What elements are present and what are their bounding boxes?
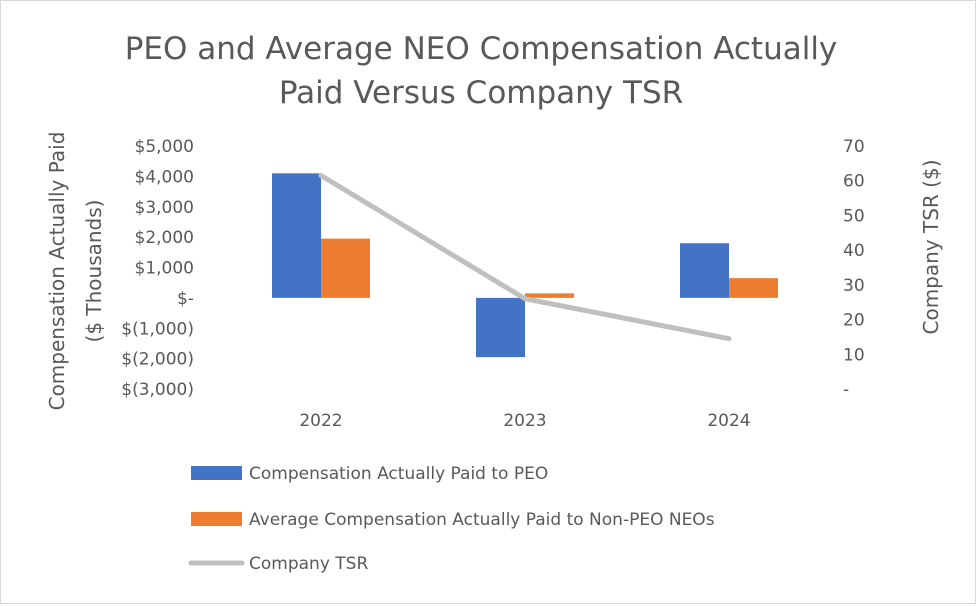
bar-neo-2024 (729, 278, 778, 298)
tsr-line (318, 173, 732, 342)
y2-tick-label: 50 (843, 206, 865, 226)
y2-tick-label: 40 (843, 241, 865, 261)
y2-tick-label: 20 (843, 311, 865, 331)
y-tick-label: $3,000 (135, 198, 194, 218)
legend: Compensation Actually Paid to PEO Average… (188, 464, 715, 574)
legend-swatch-bar (191, 466, 242, 480)
x-axis-ticks: 2022 2023 2024 (299, 411, 750, 431)
x-tick-label: 2022 (299, 411, 342, 431)
chart-title-line-1: PEO and Average NEO Compensation Actuall… (125, 31, 838, 67)
bar-peo-2022 (272, 173, 321, 298)
y-tick-label: $4,000 (135, 167, 194, 187)
y-tick-label: $(1,000) (121, 319, 194, 339)
y-tick-label: $- (177, 289, 194, 309)
y2-axis-title: Company TSR ($) (919, 160, 943, 335)
y-axis-title-line-2: ($ Thousands) (82, 200, 106, 343)
bar-neo-2023 (525, 293, 574, 298)
bar-neo-2022 (321, 238, 370, 298)
x-tick-label: 2024 (707, 411, 750, 431)
y2-tick-label: 70 (843, 137, 865, 157)
bar-peo-2024 (680, 243, 729, 298)
legend-swatch-bar (191, 512, 242, 526)
line-group (318, 173, 732, 342)
y-axis-title-line-1: Compensation Actually Paid (45, 132, 69, 411)
bar-peo-2023 (476, 297, 525, 358)
x-tick-label: 2023 (503, 411, 546, 431)
y2-tick-label: 30 (843, 276, 865, 296)
y-axis-ticks: $5,000 $4,000 $3,000 $2,000 $1,000 $- $(1,000)… (121, 137, 194, 400)
y2-tick-label: - (843, 380, 849, 400)
y-tick-label: $2,000 (135, 228, 194, 248)
chart-title-line-2: Paid Versus Company TSR (279, 75, 683, 111)
y2-tick-label: 60 (843, 172, 865, 192)
legend-label: Compensation Actually Paid to PEO (249, 464, 548, 484)
y-tick-label: $(2,000) (121, 350, 194, 370)
y-tick-label: $1,000 (135, 259, 194, 279)
y2-axis-ticks: 70 60 50 40 30 20 10 - (843, 137, 865, 400)
y-tick-label: $(3,000) (121, 380, 194, 400)
y2-tick-label: 10 (843, 345, 865, 365)
bar-group (272, 173, 778, 358)
y-tick-label: $5,000 (135, 137, 194, 157)
legend-label: Company TSR (249, 554, 368, 574)
legend-label: Average Compensation Actually Paid to No… (249, 510, 715, 530)
